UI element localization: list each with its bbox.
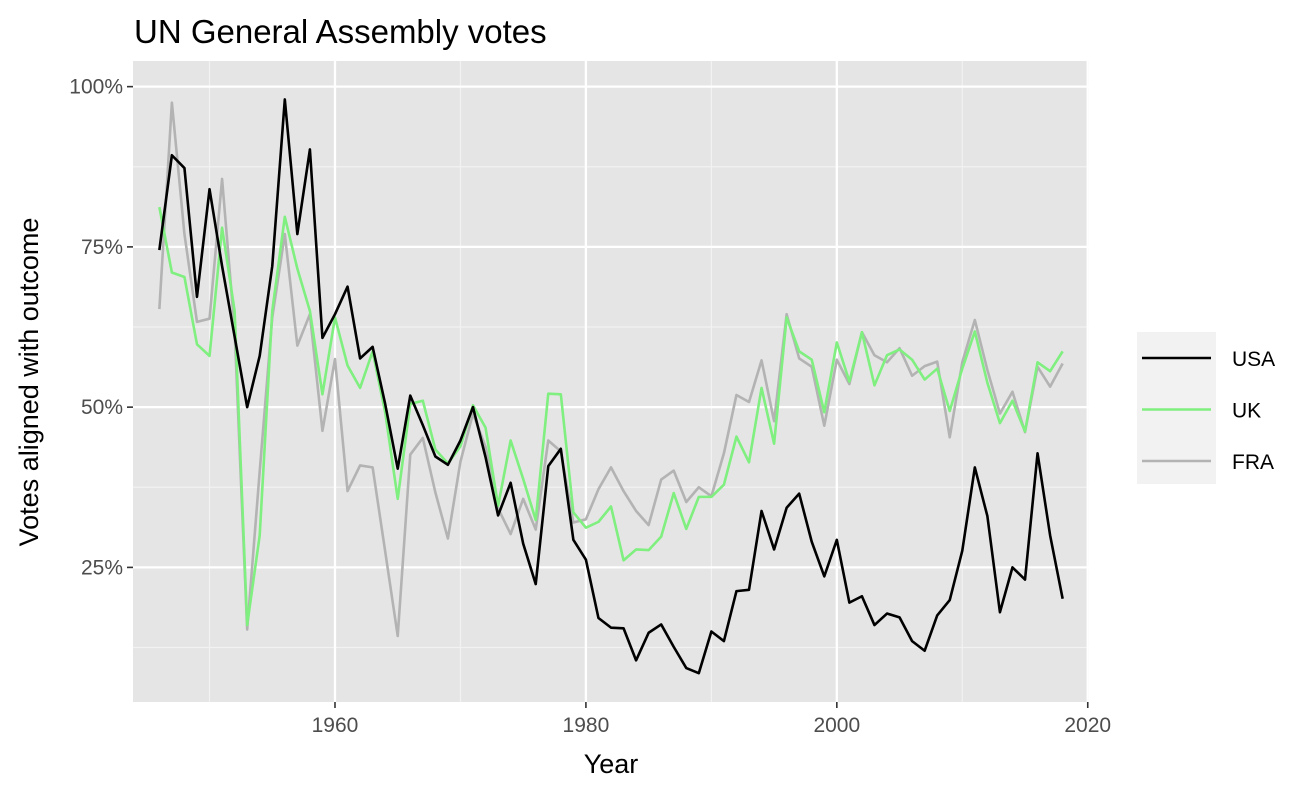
x-tick-label: 2000 bbox=[813, 714, 860, 737]
x-axis-ticks: 1960 1980 2000 2020 bbox=[312, 702, 1111, 737]
legend-label-fra: FRA bbox=[1232, 451, 1274, 474]
x-tick-label: 1960 bbox=[312, 714, 359, 737]
x-tick-label: 2020 bbox=[1064, 714, 1111, 737]
x-axis-title: Year bbox=[584, 749, 639, 779]
series-lines bbox=[158, 98, 1064, 675]
legend: USA UK FRA bbox=[1137, 332, 1275, 484]
legend-label-uk: UK bbox=[1232, 400, 1261, 423]
y-tick-label: 50% bbox=[81, 396, 123, 419]
series-line-usa bbox=[158, 98, 1064, 675]
y-tick-label: 25% bbox=[81, 556, 123, 579]
series-line-uk bbox=[158, 206, 1064, 627]
y-axis-title: Votes aligned with outcome bbox=[14, 218, 44, 547]
y-axis-ticks: 25% 50% 75% 100% bbox=[69, 76, 133, 579]
chart-title: UN General Assembly votes bbox=[134, 13, 547, 50]
y-tick-label: 100% bbox=[69, 76, 123, 99]
x-tick-label: 1980 bbox=[563, 714, 610, 737]
major-gridlines bbox=[133, 61, 1089, 702]
y-tick-label: 75% bbox=[81, 236, 123, 259]
legend-label-usa: USA bbox=[1232, 348, 1275, 371]
